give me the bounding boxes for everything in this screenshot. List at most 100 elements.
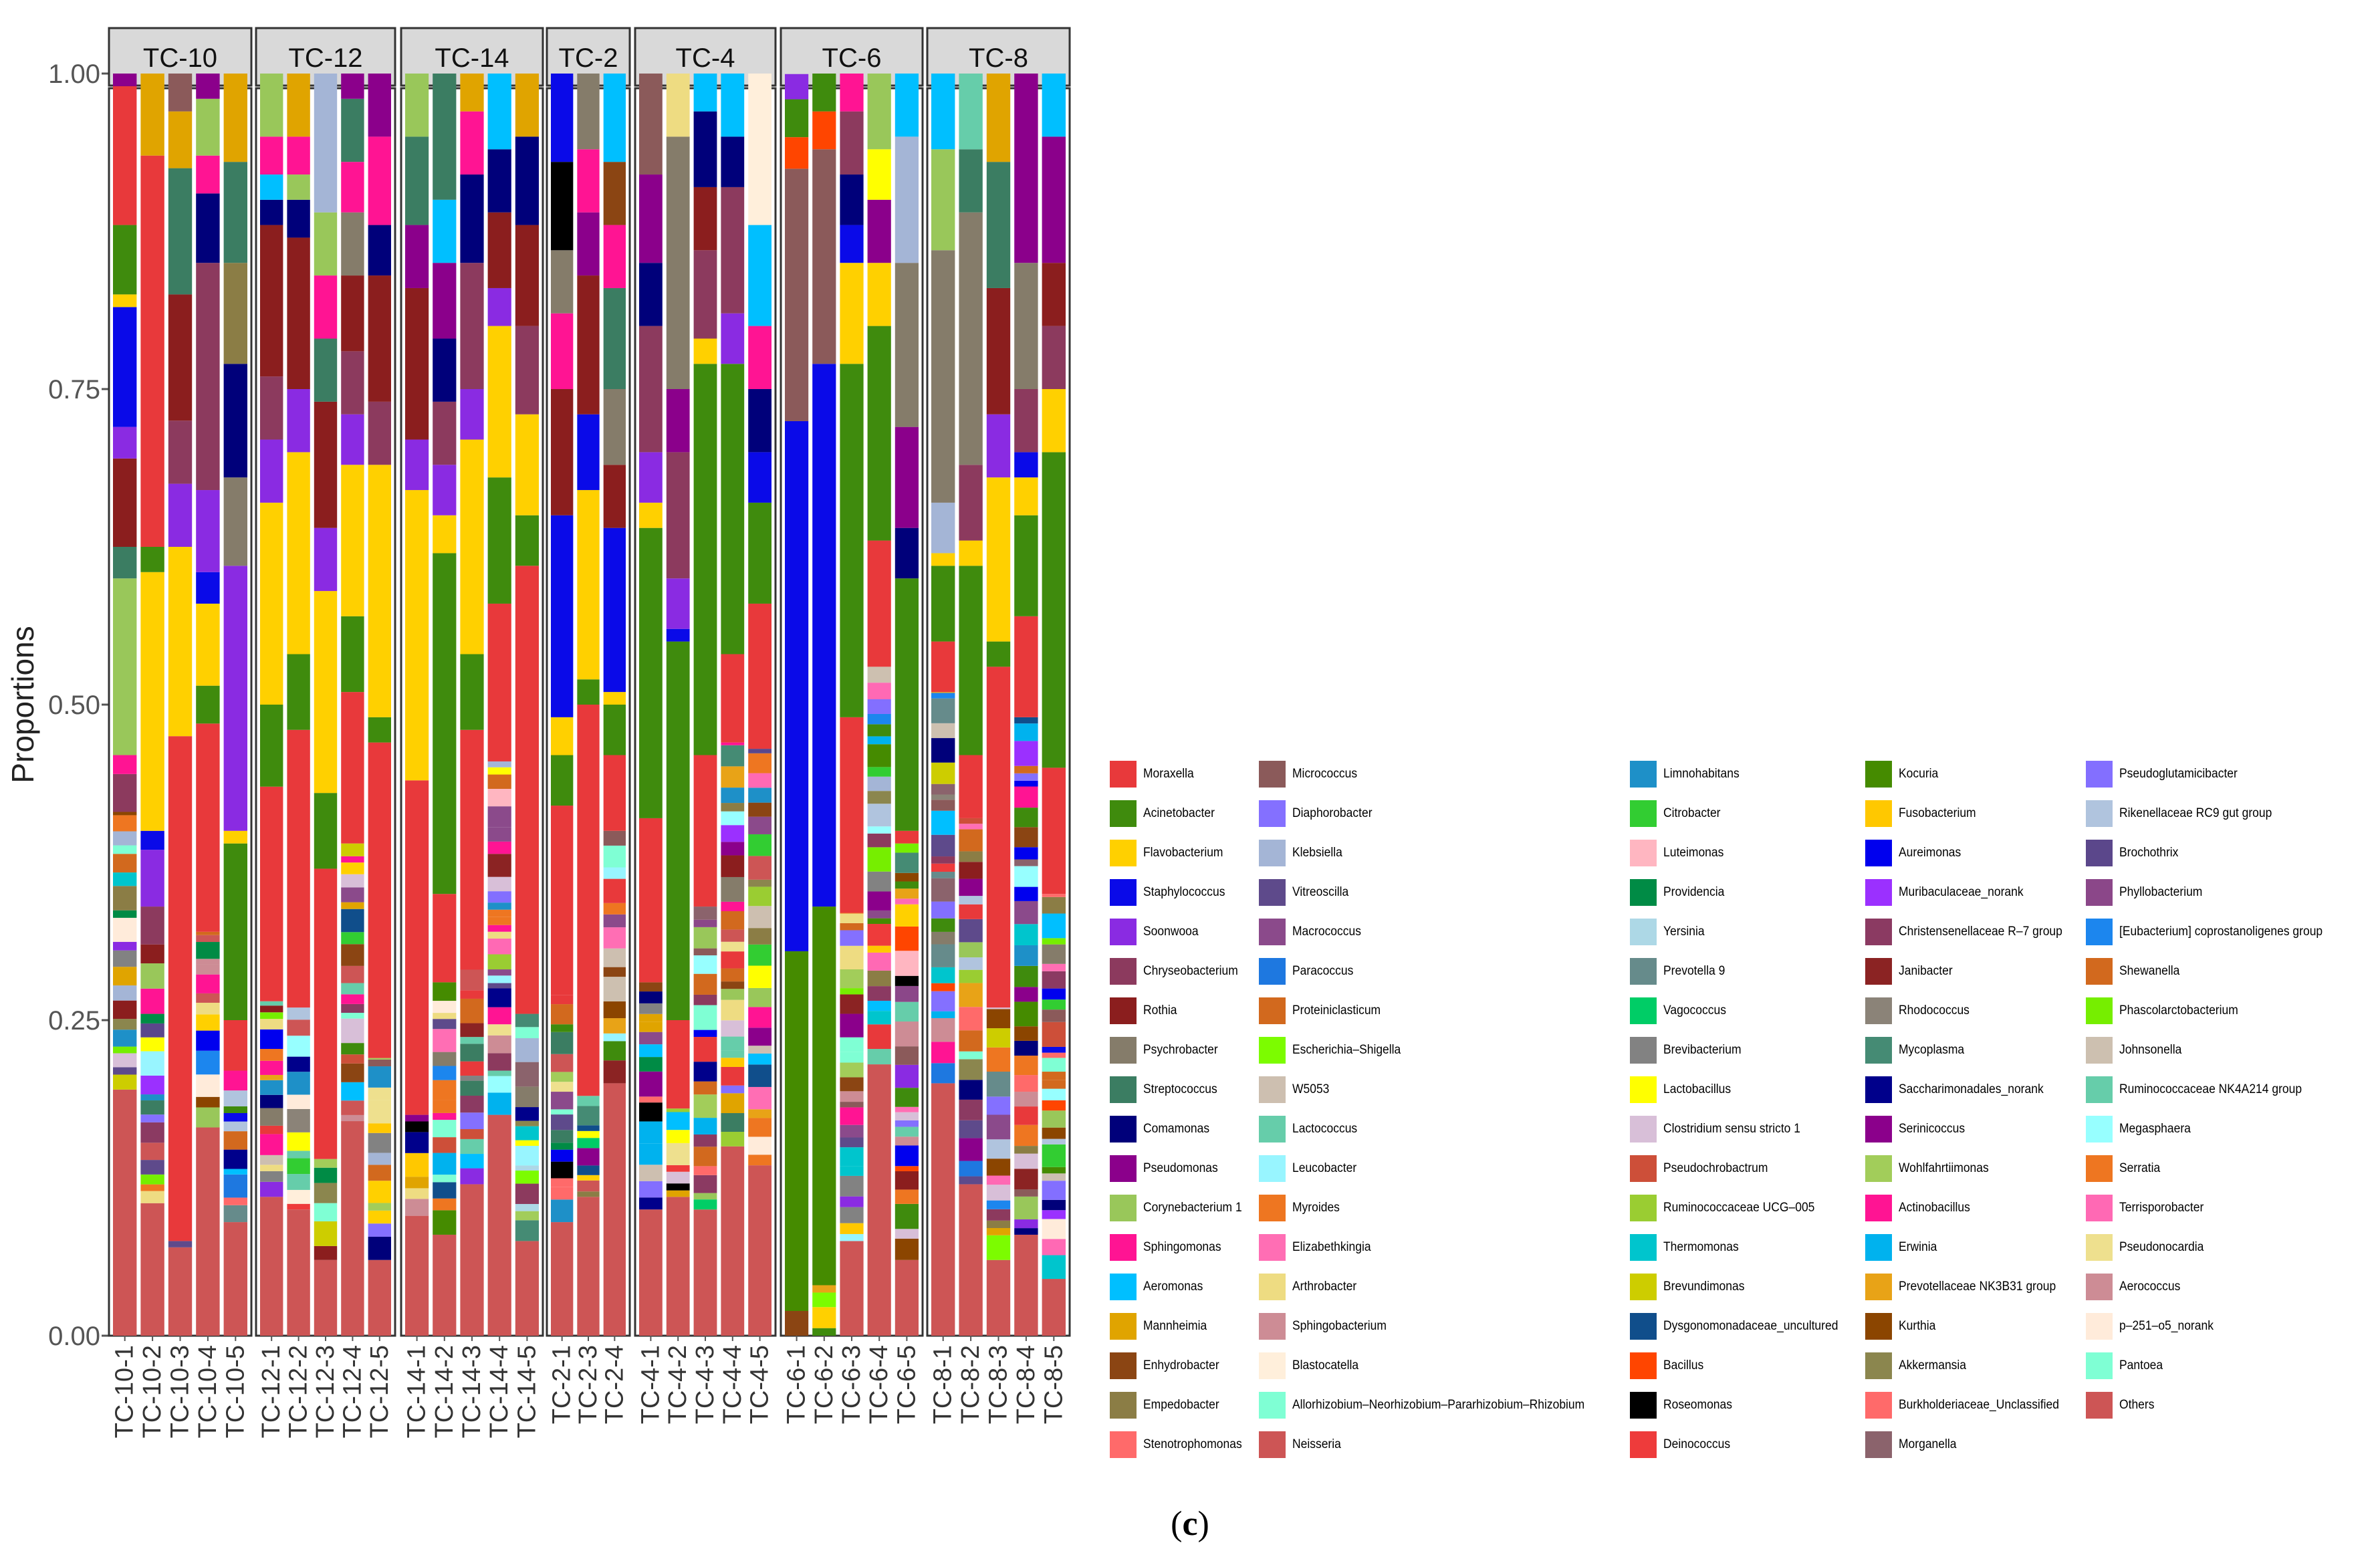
bar-segment (433, 1234, 457, 1336)
bar-segment (603, 74, 626, 162)
legend-item: Phascolarctobacterium (2086, 995, 2248, 1027)
legend-swatch (1865, 840, 1892, 866)
legend-item: Sphingomonas (1110, 1231, 1228, 1263)
bar-segment-minor (748, 1064, 771, 1087)
bar-segment-minor (113, 845, 137, 854)
bar-segment (487, 477, 511, 604)
bar-segment-minor (515, 1107, 539, 1121)
bar-segment (639, 527, 663, 818)
legend-label: Roseomonas (1663, 1398, 1732, 1412)
bar-segment (959, 149, 983, 213)
legend-label: Terrisporobacter (2119, 1201, 2204, 1215)
bar-segment-minor (433, 1153, 457, 1175)
bar-segment (433, 553, 457, 894)
bar-segment-minor (867, 970, 891, 987)
bar-segment-minor (603, 948, 626, 967)
legend-label: Mannheimia (1143, 1319, 1207, 1333)
legend-item: Allorhizobium–Neorhizobium–Pararhizobium… (1259, 1389, 1610, 1421)
legend-item: Erwinia (1865, 1231, 1940, 1263)
bar-segment (577, 212, 600, 276)
bar-segment-minor (748, 1155, 771, 1166)
bar-segment-minor (748, 1109, 771, 1118)
bar-segment (168, 420, 193, 484)
legend-label: Thermomonas (1663, 1240, 1739, 1254)
bar-segment-minor (959, 1176, 983, 1185)
bar-segment (487, 149, 511, 213)
bar-segment-minor (577, 1096, 600, 1106)
bar-segment-minor (433, 1080, 457, 1100)
bar-segment-minor (1014, 1040, 1038, 1056)
bar-segment (748, 225, 771, 326)
bar-segment (515, 326, 539, 414)
bar-segment-minor (140, 1037, 164, 1052)
bar-segment (551, 313, 574, 389)
bar-segment-minor (721, 1058, 745, 1067)
bar-segment (460, 111, 484, 175)
bar-segment-minor (1014, 847, 1038, 860)
legend-label: Johnsonella (2119, 1043, 2182, 1057)
bar-segment (721, 313, 745, 364)
bar-segment (341, 351, 364, 414)
bar-segment-minor (1042, 1239, 1066, 1255)
bar-segment-minor (433, 1066, 457, 1080)
bar-segment (487, 326, 511, 478)
bar-segment (551, 74, 574, 162)
y-tick-label: 0.00 (48, 1322, 100, 1351)
bar-segment-minor (748, 886, 771, 907)
bar-segment (551, 717, 574, 755)
bar-segment-minor (487, 761, 511, 767)
bar-segment-minor (113, 1053, 137, 1068)
bar-segment (666, 578, 690, 629)
legend-swatch (1865, 1313, 1892, 1340)
legend-item: Leucobacter (1259, 1153, 1362, 1185)
legend-item: Clostridium sensu stricto 1 (1630, 1113, 1812, 1145)
legend-item: Yersinia (1630, 916, 1708, 948)
legend-item: Actinobacillus (1865, 1192, 1976, 1224)
legend-swatch (2086, 1392, 2113, 1419)
bar-segment (287, 452, 310, 654)
bar-segment (223, 477, 247, 566)
bar-segment (603, 755, 626, 831)
legend-label: Serratia (2119, 1161, 2161, 1175)
legend-item: Pseudochrobactrum (1630, 1153, 1777, 1185)
bar-segment-minor (113, 1074, 137, 1090)
legend-swatch (1259, 800, 1286, 827)
bar-segment (666, 641, 690, 1020)
bar-segment-minor (959, 824, 983, 830)
bar-segment (140, 963, 164, 989)
bar-segment-minor (721, 842, 745, 856)
bar-segment (314, 1259, 338, 1336)
bar-segment-minor (113, 815, 137, 832)
bar-segment (314, 338, 338, 402)
x-tick-label: TC-14-5 (513, 1345, 541, 1438)
legend-item: Saccharimonadales_norank (1865, 1074, 2056, 1106)
bar-segment (931, 641, 955, 693)
bar-segment-minor (487, 988, 511, 1007)
bar-segment-minor (721, 1113, 745, 1132)
legend-swatch (1630, 1037, 1657, 1064)
bar-segment-minor (260, 1005, 283, 1013)
bar-segment-minor (867, 713, 891, 725)
bar-segment-minor (460, 1023, 484, 1038)
bar-segment (341, 212, 364, 276)
bar-segment-minor (748, 1086, 771, 1104)
y-tick-label: 1.00 (48, 59, 100, 89)
bar-segment-minor (515, 1170, 539, 1184)
bar-segment (577, 679, 600, 705)
legend-swatch (1259, 1037, 1286, 1064)
bar-segment-minor (405, 1114, 429, 1122)
bar-segment (693, 364, 717, 755)
bar-segment (140, 155, 164, 548)
bar-segment (196, 155, 220, 194)
bar-segment-minor (895, 1112, 919, 1120)
bar-segment-minor (140, 1174, 164, 1185)
bar-segment-minor (341, 1114, 364, 1122)
legend-item: Pseudonocardia (2086, 1231, 2211, 1263)
bar-segment (433, 199, 457, 263)
legend-item: Rikenellaceae RC9 gut group (2086, 798, 2285, 830)
bar-segment-minor (113, 950, 137, 967)
bar-segment-minor (693, 1166, 717, 1175)
bar-segment-minor (1042, 1046, 1066, 1053)
legend-label: Myroides (1292, 1201, 1340, 1215)
bar-segment-minor (223, 1112, 247, 1122)
